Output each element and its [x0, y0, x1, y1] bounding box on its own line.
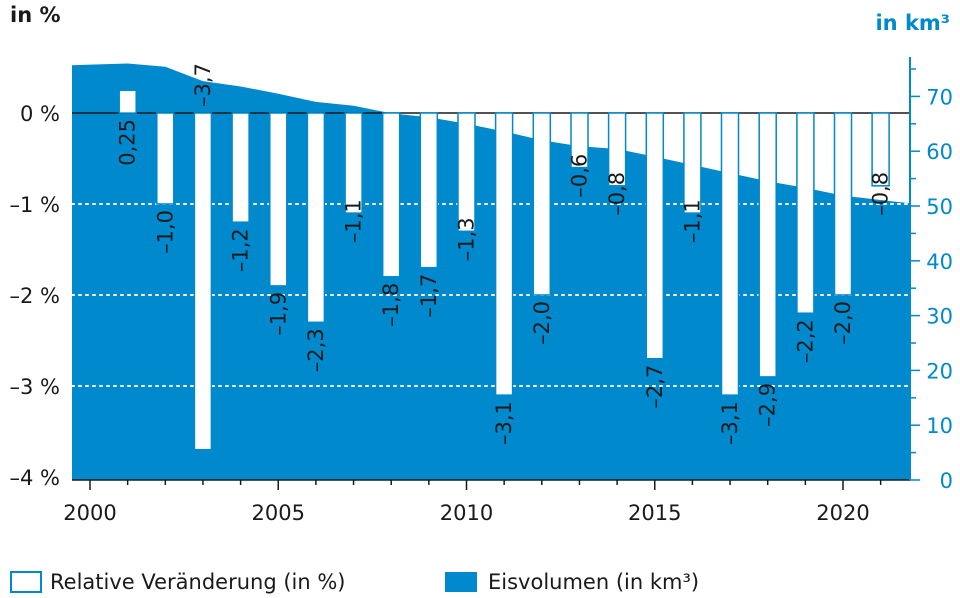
bar-2007 [344, 112, 363, 214]
left-tick-label-1: –1 % [10, 193, 61, 217]
data-label-2019: –2,2 [793, 319, 817, 363]
left-tick-label-4: –4 % [10, 466, 61, 490]
data-label-2016: –1,1 [680, 199, 704, 243]
data-label-2012: –2,0 [530, 301, 554, 345]
bar-2004 [231, 112, 250, 223]
legend-swatch-relative-change [10, 571, 42, 593]
right-tick-label-60: 60 [926, 140, 953, 164]
legend-label-ice-volume: Eisvolumen (in km³) [488, 570, 699, 594]
legend: Relative Veränderung (in %) Eisvolumen (… [10, 570, 699, 594]
right-tick-label-20: 20 [926, 359, 953, 383]
bars: 0,25 –1,0 –3,7 –1,2 –1,9 –2,3 –1,1 –1,8 –1,7 –1,3… [116, 63, 893, 451]
x-tick-label-2010: 2010 [440, 501, 493, 525]
bar-2006 [306, 112, 326, 324]
bar-2015 [645, 112, 665, 360]
left-axis-unit: in % [10, 3, 61, 27]
data-label-2011: –3,1 [492, 401, 516, 445]
x-tick-label-2005: 2005 [252, 501, 305, 525]
data-label-2005: –1,9 [266, 292, 290, 336]
bar-2005 [269, 112, 288, 287]
bar-2020 [833, 112, 853, 296]
bar-2019 [796, 112, 815, 314]
bar-2009 [419, 112, 439, 269]
x-tick-label-2020: 2020 [816, 501, 869, 525]
legend-swatch-ice-volume [445, 572, 477, 592]
data-label-2017: –3,1 [718, 401, 742, 445]
bar-2012 [532, 112, 552, 296]
right-tick-label-30: 30 [926, 305, 953, 329]
data-label-2007: –1,1 [342, 199, 366, 243]
data-label-2006: –2,3 [304, 328, 328, 372]
data-label-2010: –1,3 [455, 217, 479, 261]
left-tick-label-3: –3 % [10, 375, 61, 399]
data-label-2003: –3,7 [191, 63, 215, 107]
data-label-2009: –1,7 [417, 274, 441, 318]
data-label-2021: –0,8 [869, 172, 893, 216]
bar-2003 [193, 112, 213, 451]
bar-2011 [494, 112, 514, 396]
bar-2001 [118, 89, 137, 114]
bar-2002 [156, 112, 175, 205]
legend-label-relative-change: Relative Veränderung (in %) [50, 570, 346, 594]
right-tick-label-0: 0 [940, 469, 953, 493]
x-tick-label-2000: 2000 [63, 501, 116, 525]
bar-2021 [871, 112, 890, 187]
right-axis-unit: in km³ [875, 11, 950, 35]
bar-2013 [570, 112, 589, 169]
bar-2016 [683, 112, 702, 214]
data-label-2015: –2,7 [643, 365, 667, 409]
bar-2010 [457, 112, 476, 233]
right-tick-label-70: 70 [926, 85, 953, 109]
data-label-2002: –1,0 [153, 210, 177, 254]
left-tick-label-0: 0 % [20, 102, 60, 126]
right-tick-label-10: 10 [926, 414, 953, 438]
data-label-2004: –1,2 [229, 228, 253, 272]
right-tick-label-50: 50 [926, 195, 953, 219]
data-label-2001: 0,25 [116, 119, 140, 166]
bar-2017 [720, 112, 740, 396]
data-label-2014: –0,8 [605, 172, 629, 216]
bar-2018 [758, 112, 777, 378]
right-tick-label-40: 40 [926, 250, 953, 274]
x-tick-label-2015: 2015 [628, 501, 681, 525]
data-label-2008: –1,8 [379, 283, 403, 327]
bar-2014 [607, 112, 627, 187]
data-label-2013: –0,6 [568, 154, 592, 198]
left-tick-label-2: –2 % [10, 284, 61, 308]
bar-2008 [381, 112, 401, 278]
data-label-2020: –2,0 [831, 301, 855, 345]
data-label-2018: –2,9 [756, 383, 780, 427]
